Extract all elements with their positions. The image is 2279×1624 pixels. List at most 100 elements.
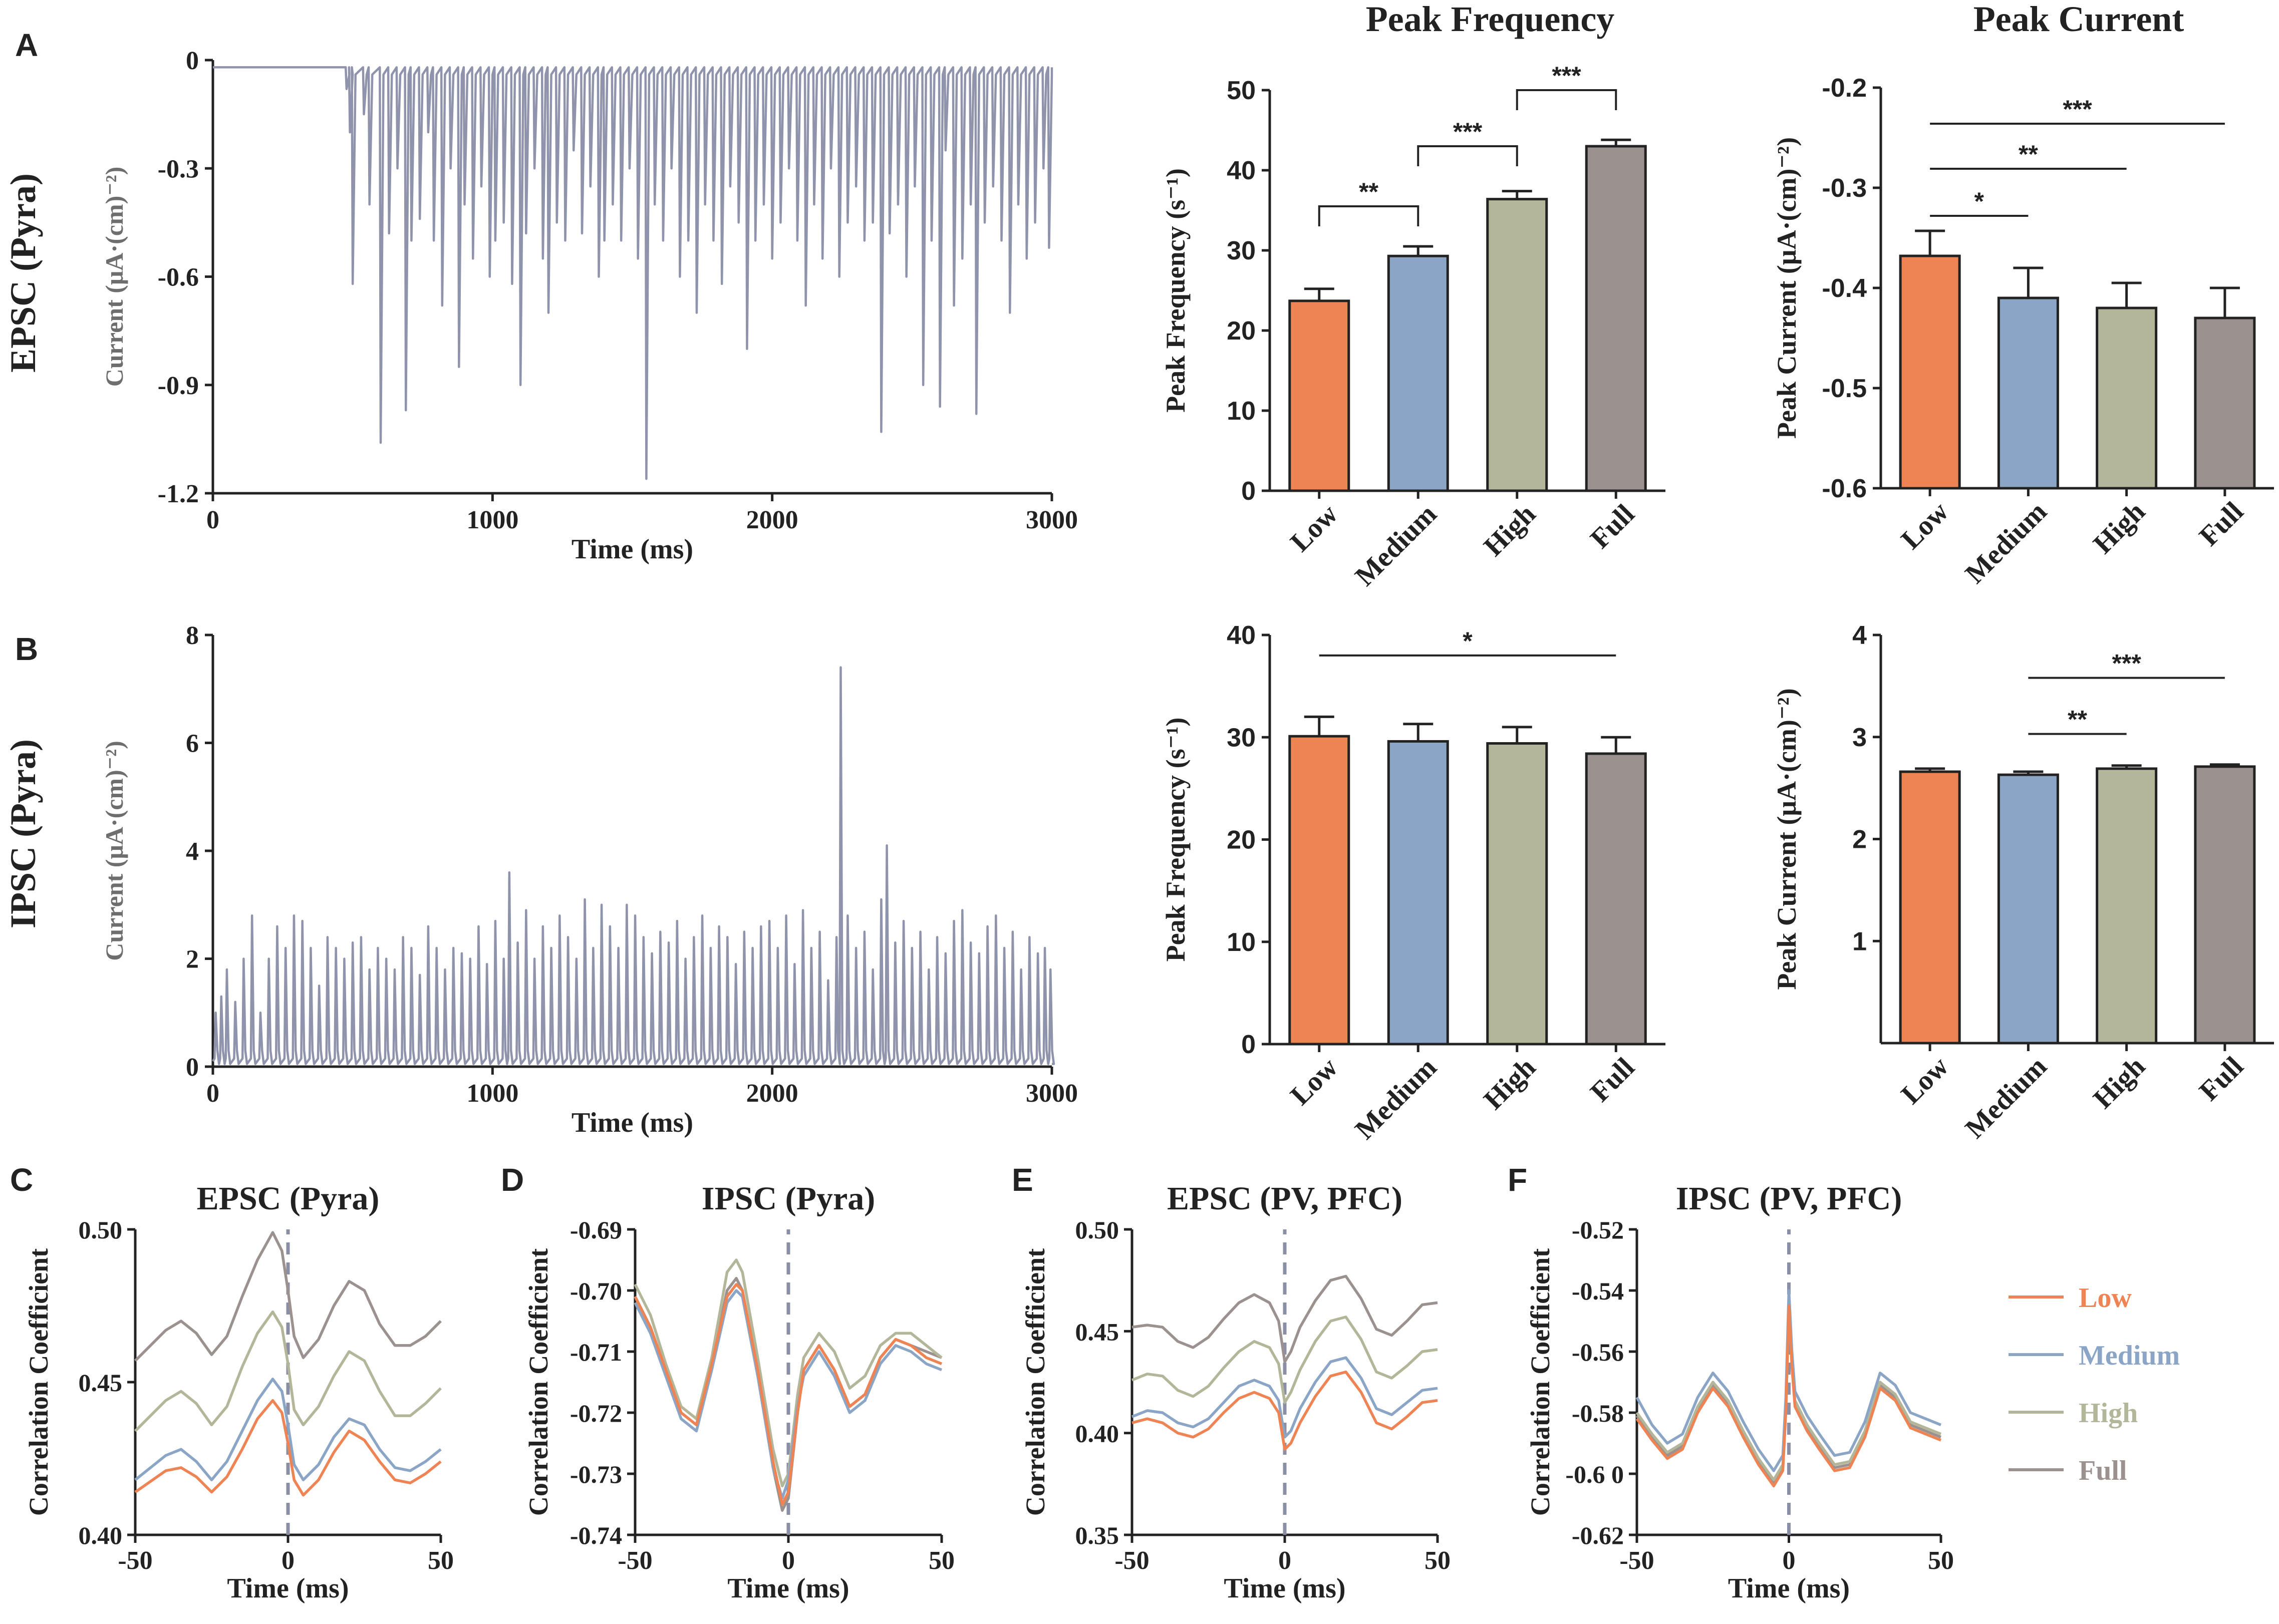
chart-title: EPSC (Pyra): [197, 1180, 380, 1217]
y-tick-label: 50: [1227, 76, 1256, 105]
bar-high: [1486, 198, 1548, 492]
significance-label: *: [1974, 187, 1984, 215]
chart-b-peak-current: 1 2 3 4 Peak Current (μA·(cm)⁻²) Low Medium Hig…: [1772, 621, 2274, 1144]
series-line-medium: [134, 1378, 442, 1481]
bar-full: [2194, 765, 2256, 1045]
y-tick-label: -0.69: [570, 1216, 622, 1244]
bar-high: [2096, 306, 2158, 490]
row-label-epsc: EPSC (Pyra): [3, 173, 43, 373]
panel-b-label: B: [15, 631, 38, 667]
y-tick-label: 0.45: [79, 1369, 123, 1397]
x-tick-label: 50: [929, 1546, 955, 1575]
x-tick-label-high: High: [2087, 1051, 2151, 1114]
y-tick-label: 0: [1241, 1030, 1256, 1059]
x-tick-label: 0: [1783, 1546, 1796, 1575]
significance-label: ***: [1453, 118, 1483, 146]
y-tick-label: 0.40: [1075, 1420, 1119, 1448]
y-tick-label: 0.50: [1075, 1216, 1119, 1244]
bar-low: [1288, 735, 1350, 1046]
y-tick-label: -0.6: [158, 263, 199, 292]
y-tick-label: -0.54: [1572, 1277, 1624, 1305]
y-tick-label: 0.45: [1075, 1318, 1119, 1346]
chart-d-correlation: -0.74 -0.73 -0.72 -0.71 -0.70 -0.69 -50 0 50 Time…: [523, 1180, 955, 1604]
series-line-high: [634, 1258, 943, 1488]
x-axis-label: Time (ms): [1728, 1573, 1850, 1604]
series-line-low: [134, 1399, 442, 1497]
x-tick-label: -50: [1114, 1546, 1149, 1575]
bar-full: [2194, 316, 2256, 490]
x-tick-label-medium: Medium: [1349, 1052, 1443, 1145]
bar-medium: [1387, 254, 1449, 492]
y-axis-label: Peak Frequency (s⁻¹): [1161, 168, 1191, 413]
significance-label: **: [2019, 140, 2038, 168]
bar-medium: [1997, 296, 2059, 490]
x-tick-label-full: Full: [2193, 496, 2249, 552]
panel-f-label: F: [1508, 1162, 1527, 1198]
y-axis-label: Correlation Coefficient: [1525, 1248, 1555, 1516]
y-axis-label: Current (μA·(cm)⁻²): [100, 741, 128, 961]
row-label-ipsc: IPSC (Pyra): [3, 739, 43, 928]
series-line-medium: [634, 1289, 943, 1500]
chart-a-peak-current: -0.2 -0.3 -0.4 -0.5 -0.6 Peak Current (μA·(cm…: [1772, 74, 2274, 589]
legend: Low Medium High Full: [2009, 1282, 2180, 1486]
significance-bracket: [1318, 205, 1419, 226]
y-tick-label: 2: [1852, 825, 1867, 854]
x-tick-label: -50: [1619, 1546, 1654, 1575]
panel-d-label: D: [501, 1162, 524, 1198]
y-tick-label: 0.50: [79, 1216, 123, 1244]
x-tick-label: 1000: [466, 506, 518, 534]
x-tick-label: 0: [281, 1546, 295, 1575]
y-tick-label: -0.6 0: [1565, 1460, 1624, 1488]
series-line-full: [1131, 1274, 1438, 1364]
x-tick-label-high: High: [1478, 1052, 1541, 1115]
significance-label: **: [1359, 178, 1378, 206]
y-tick-label: -0.6: [1822, 474, 1867, 503]
column-title-frequency: Peak Frequency: [1366, 0, 1615, 39]
chart-f-correlation: -0.62 -0.6 0 -0.58 -0.56 -0.54 -0.52 -50 0 50 Tim…: [1525, 1180, 1954, 1604]
series-line-low: [1131, 1370, 1438, 1451]
y-tick-label: -0.52: [1572, 1216, 1624, 1244]
y-tick-label: 30: [1227, 236, 1256, 265]
y-axis-label: Current (μA·(cm)⁻²): [100, 167, 128, 387]
panel-c-label: C: [10, 1162, 33, 1198]
y-tick-label: -0.70: [570, 1277, 622, 1305]
significance-bracket: [1417, 145, 1518, 166]
series-line-low: [1635, 1304, 1942, 1488]
y-tick-label: 4: [1852, 621, 1867, 650]
y-tick-label: 30: [1227, 723, 1256, 752]
y-tick-label: 10: [1227, 397, 1256, 426]
x-tick-label: 50: [1425, 1546, 1451, 1575]
y-tick-label: -0.5: [1822, 374, 1867, 403]
x-axis-label: Time (ms): [572, 534, 693, 565]
chart-title: IPSC (PV, PFC): [1676, 1180, 1902, 1217]
y-tick-label: 8: [186, 621, 199, 650]
y-tick-label: -0.3: [1822, 174, 1867, 203]
x-tick-label: -50: [618, 1546, 652, 1575]
bar-medium: [1387, 740, 1449, 1046]
x-tick-label-full: Full: [2193, 1051, 2249, 1107]
chart-b-peak-frequency: 0 10 20 30 40 Peak Frequency (s⁻¹) Low Medium Hi…: [1161, 621, 1665, 1145]
x-tick-label: 3000: [1026, 506, 1078, 534]
x-tick-label: 1000: [466, 1079, 518, 1108]
y-tick-label: -1.2: [158, 480, 199, 508]
significance-label: ***: [2112, 649, 2141, 678]
chart-c-correlation: 0.40 0.45 0.50 -50 0 50 Time (ms) EPSC (Pyra) Co…: [24, 1180, 454, 1604]
x-tick-label-full: Full: [1584, 498, 1640, 554]
y-tick-label: 2: [186, 945, 199, 974]
series-line-high: [134, 1310, 442, 1432]
x-tick-label: 2000: [746, 1079, 798, 1108]
significance-label: ***: [2063, 95, 2092, 123]
x-tick-label-low: Low: [1284, 498, 1344, 558]
series-line-high: [1131, 1316, 1438, 1404]
bar-high: [2096, 767, 2158, 1045]
x-tick-label: 2000: [746, 506, 798, 534]
x-tick-label: 0: [782, 1546, 795, 1575]
y-axis-label: Correlation Coefficient: [523, 1248, 553, 1516]
series-line-full: [134, 1231, 442, 1362]
x-axis-label: Time (ms): [572, 1107, 693, 1138]
x-tick-label: 50: [1928, 1546, 1954, 1575]
x-axis-label: Time (ms): [227, 1573, 349, 1604]
x-axis-label: Time (ms): [1224, 1573, 1345, 1604]
significance-label: *: [1463, 627, 1473, 655]
y-tick-label: 0.35: [1075, 1521, 1119, 1549]
